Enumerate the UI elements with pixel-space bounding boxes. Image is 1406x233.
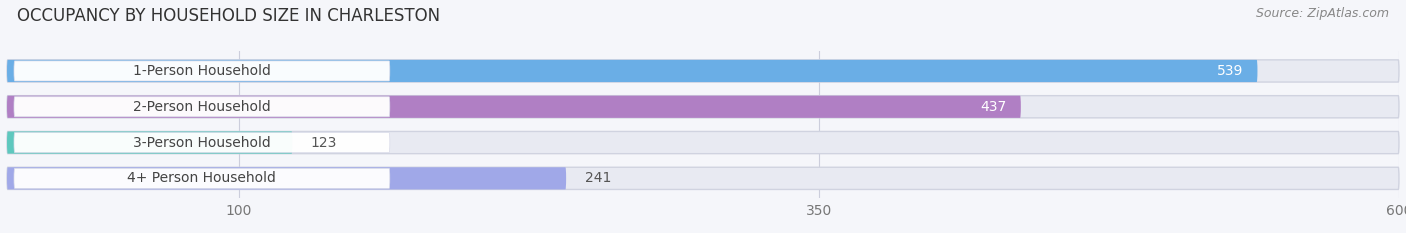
FancyBboxPatch shape [14, 168, 389, 188]
FancyBboxPatch shape [7, 131, 292, 154]
Text: OCCUPANCY BY HOUSEHOLD SIZE IN CHARLESTON: OCCUPANCY BY HOUSEHOLD SIZE IN CHARLESTO… [17, 7, 440, 25]
FancyBboxPatch shape [7, 60, 1399, 82]
FancyBboxPatch shape [7, 96, 1399, 118]
FancyBboxPatch shape [14, 97, 389, 117]
Text: 1-Person Household: 1-Person Household [134, 64, 271, 78]
Text: 2-Person Household: 2-Person Household [134, 100, 271, 114]
FancyBboxPatch shape [7, 96, 1021, 118]
FancyBboxPatch shape [7, 131, 1399, 154]
FancyBboxPatch shape [14, 133, 389, 153]
Text: 539: 539 [1218, 64, 1243, 78]
Text: 437: 437 [980, 100, 1007, 114]
Text: 241: 241 [585, 171, 612, 185]
FancyBboxPatch shape [7, 167, 567, 189]
Text: 3-Person Household: 3-Person Household [134, 136, 271, 150]
FancyBboxPatch shape [7, 167, 1399, 189]
Text: 123: 123 [311, 136, 337, 150]
FancyBboxPatch shape [7, 60, 1257, 82]
Text: Source: ZipAtlas.com: Source: ZipAtlas.com [1256, 7, 1389, 20]
Text: 4+ Person Household: 4+ Person Household [128, 171, 277, 185]
FancyBboxPatch shape [14, 61, 389, 81]
